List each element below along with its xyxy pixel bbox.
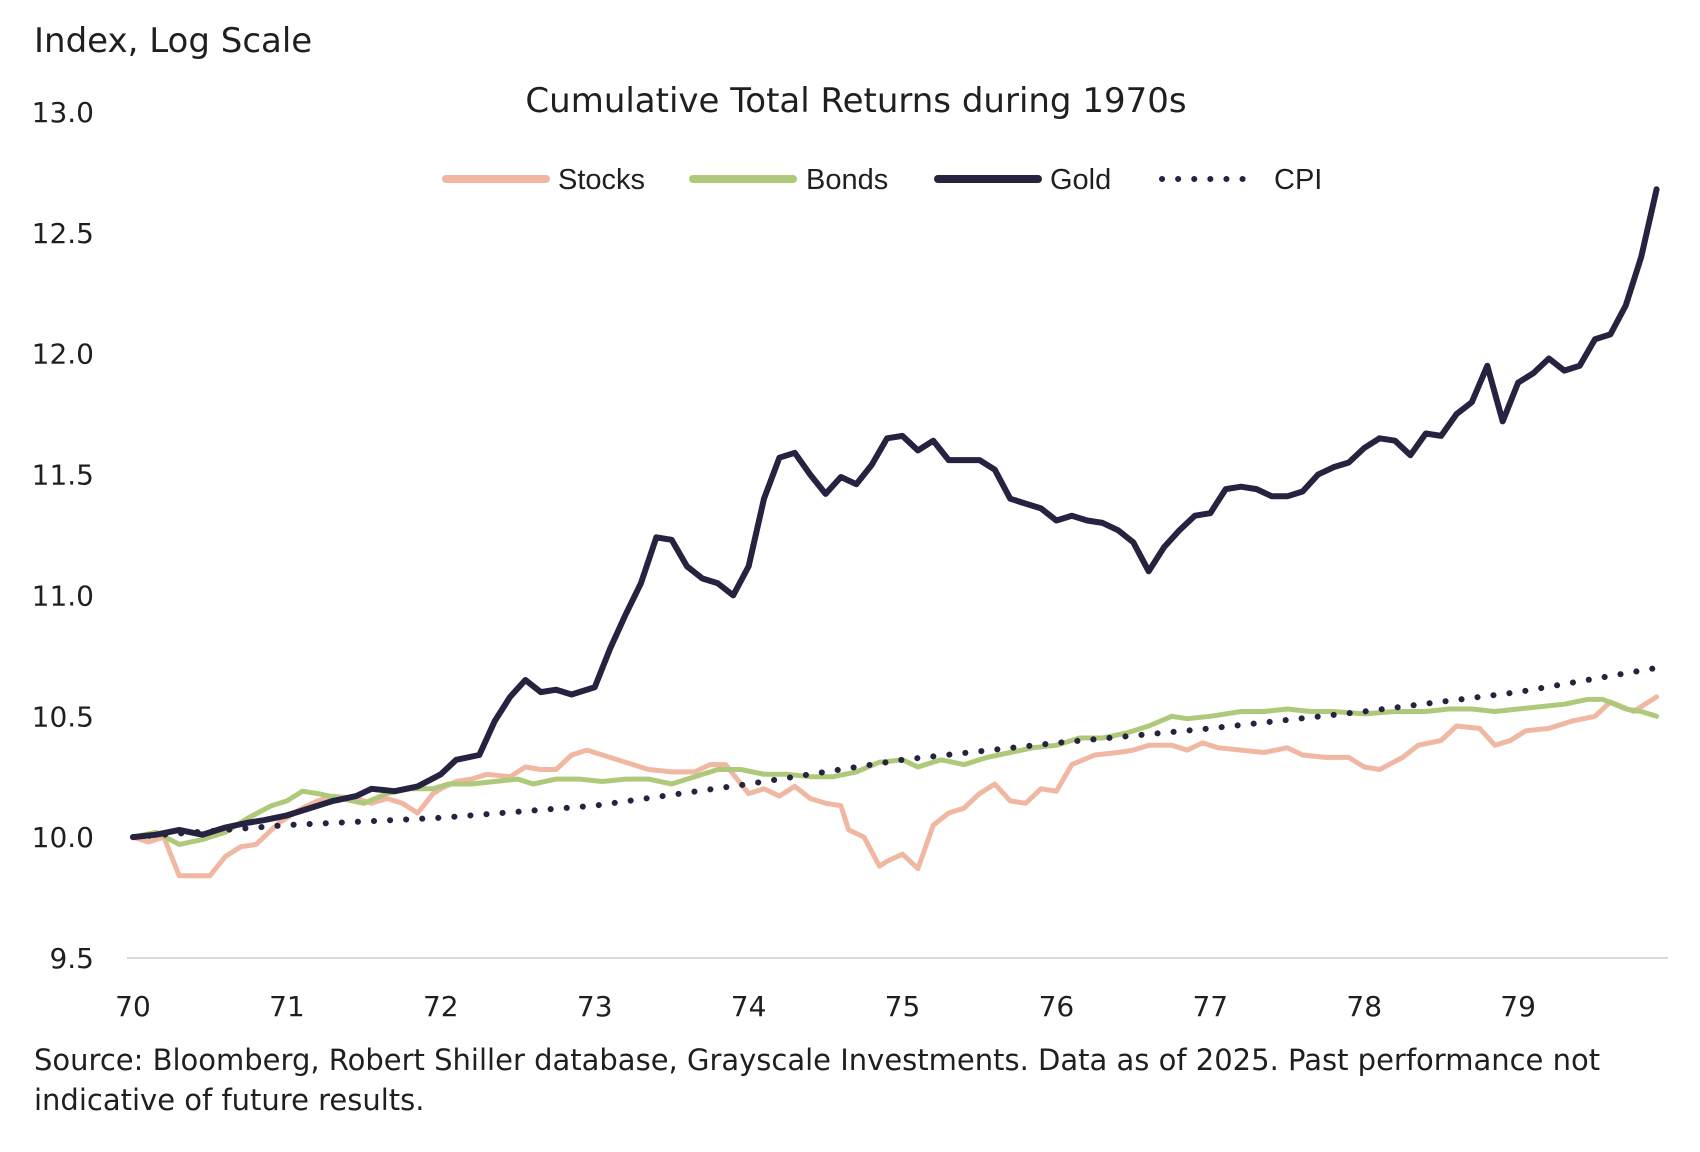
chart-title: Cumulative Total Returns during 1970s xyxy=(525,81,1186,121)
y-tick-label: 13.0 xyxy=(32,96,94,129)
y-tick-label: 9.5 xyxy=(49,942,94,975)
x-tick-label: 77 xyxy=(1192,990,1228,1023)
series-line-stocks xyxy=(130,694,1660,879)
x-tick-label: 71 xyxy=(269,990,305,1023)
series-lines xyxy=(130,186,1660,879)
y-axis-ticks: 13.0 12.5 12.0 11.5 11.0 10.5 10.0 9.5 xyxy=(32,96,94,975)
series-line-cpi xyxy=(130,664,1660,841)
legend-label-gold: Gold xyxy=(1050,164,1111,196)
y-tick-label: 10.5 xyxy=(32,700,94,733)
y-tick-label: 11.0 xyxy=(32,579,94,612)
legend-label-cpi: CPI xyxy=(1274,164,1322,196)
legend: Stocks Bonds Gold CPI xyxy=(442,164,1322,196)
y-tick-label: 12.0 xyxy=(32,338,94,371)
line-chart: Index, Log Scale Cumulative Total Return… xyxy=(32,21,1668,1023)
legend-label-bonds: Bonds xyxy=(806,164,888,196)
legend-label-stocks: Stocks xyxy=(558,164,645,196)
y-tick-label: 11.5 xyxy=(32,459,94,492)
series-line-bonds xyxy=(130,696,1660,847)
y-tick-label: 10.0 xyxy=(32,821,94,854)
x-tick-label: 70 xyxy=(115,990,151,1023)
x-tick-label: 73 xyxy=(577,990,613,1023)
x-axis-ticks: 70 71 72 73 74 75 76 77 78 79 xyxy=(115,990,1536,1023)
x-tick-label: 74 xyxy=(731,990,767,1023)
y-axis-label: Index, Log Scale xyxy=(34,21,312,61)
x-tick-label: 78 xyxy=(1346,990,1382,1023)
source-note: Source: Bloomberg, Robert Shiller databa… xyxy=(34,1043,1601,1117)
x-tick-label: 75 xyxy=(885,990,921,1023)
x-tick-label: 79 xyxy=(1500,990,1536,1023)
x-tick-label: 76 xyxy=(1039,990,1075,1023)
y-tick-label: 12.5 xyxy=(32,217,94,250)
series-line-gold xyxy=(130,186,1660,841)
x-tick-label: 72 xyxy=(423,990,459,1023)
